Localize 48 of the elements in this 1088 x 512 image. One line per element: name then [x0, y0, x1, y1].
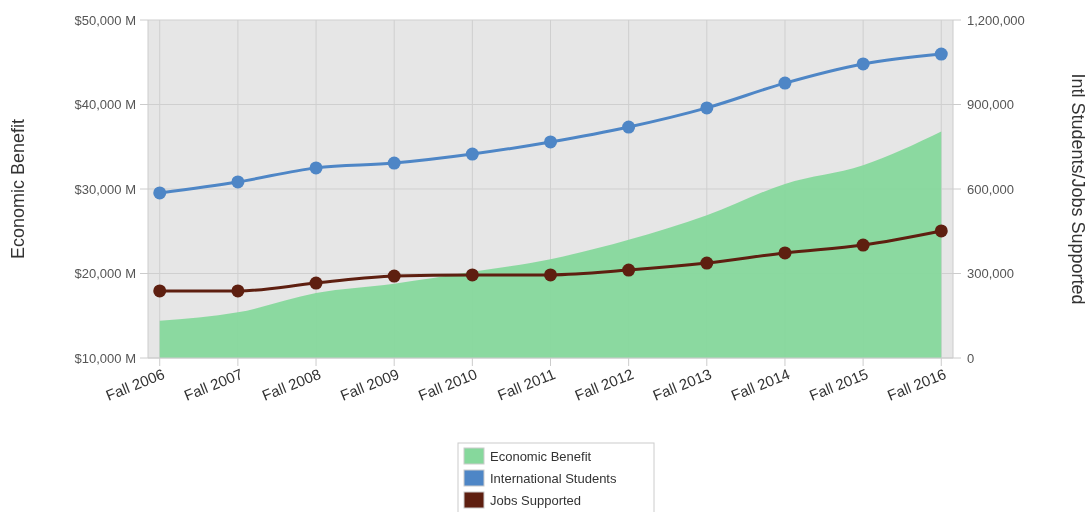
point: [544, 135, 557, 149]
x-tick-label: Fall 2007: [181, 365, 245, 404]
x-tick-label: Fall 2012: [572, 365, 636, 404]
point: [778, 76, 792, 90]
y2-tick-label: 600,000: [967, 181, 1014, 197]
y2-tick-label: 1,200,000: [967, 12, 1025, 28]
point: [856, 238, 870, 252]
x-tick-label: Fall 2014: [728, 365, 793, 404]
point: [387, 156, 401, 170]
x-tick-label: Fall 2015: [806, 365, 871, 404]
point: [700, 101, 714, 115]
x-tick-label: Fall 2006: [103, 365, 167, 404]
point: [465, 147, 479, 161]
x-tick-label: Fall 2009: [337, 365, 402, 404]
point: [465, 268, 479, 282]
point: [856, 57, 870, 71]
x-tick-label: Fall 2010: [415, 365, 480, 404]
y-tick-label: $30,000 M: [74, 181, 136, 197]
y-tick-label: $10,000 M: [74, 350, 136, 366]
y-tick-label: $40,000 M: [74, 97, 136, 113]
point: [934, 224, 948, 238]
x-tick-label: Fall 2011: [495, 365, 558, 404]
legend-label: International Students: [490, 470, 617, 486]
y2-tick-label: 300,000: [967, 266, 1014, 282]
point: [309, 161, 323, 175]
point: [934, 47, 948, 61]
legend-label: Jobs Supported: [490, 492, 582, 508]
point: [231, 175, 245, 189]
y-tick-label: $20,000 M: [74, 266, 136, 282]
point: [231, 284, 245, 298]
point: [778, 246, 792, 260]
point: [309, 276, 323, 290]
point: [622, 263, 636, 277]
x-tick-label: Fall 2016: [884, 365, 949, 404]
point: [153, 284, 167, 298]
point: [622, 120, 636, 134]
y-tick-label: $50,000 M: [74, 12, 136, 28]
point: [544, 268, 557, 282]
y2-tick-label: 900,000: [967, 97, 1014, 113]
x-tick-label: Fall 2008: [259, 365, 324, 404]
y2-tick-label: 0: [967, 350, 975, 366]
y-axis-title: Economic Benefit: [8, 118, 28, 260]
point: [153, 186, 167, 200]
y2-axis-title: Intl Students/Jobs Supported: [1068, 73, 1088, 305]
point: [387, 269, 401, 283]
x-tick-label: Fall 2013: [650, 365, 714, 404]
point: [700, 256, 714, 270]
legend-label: Economic Benefit: [490, 448, 592, 464]
